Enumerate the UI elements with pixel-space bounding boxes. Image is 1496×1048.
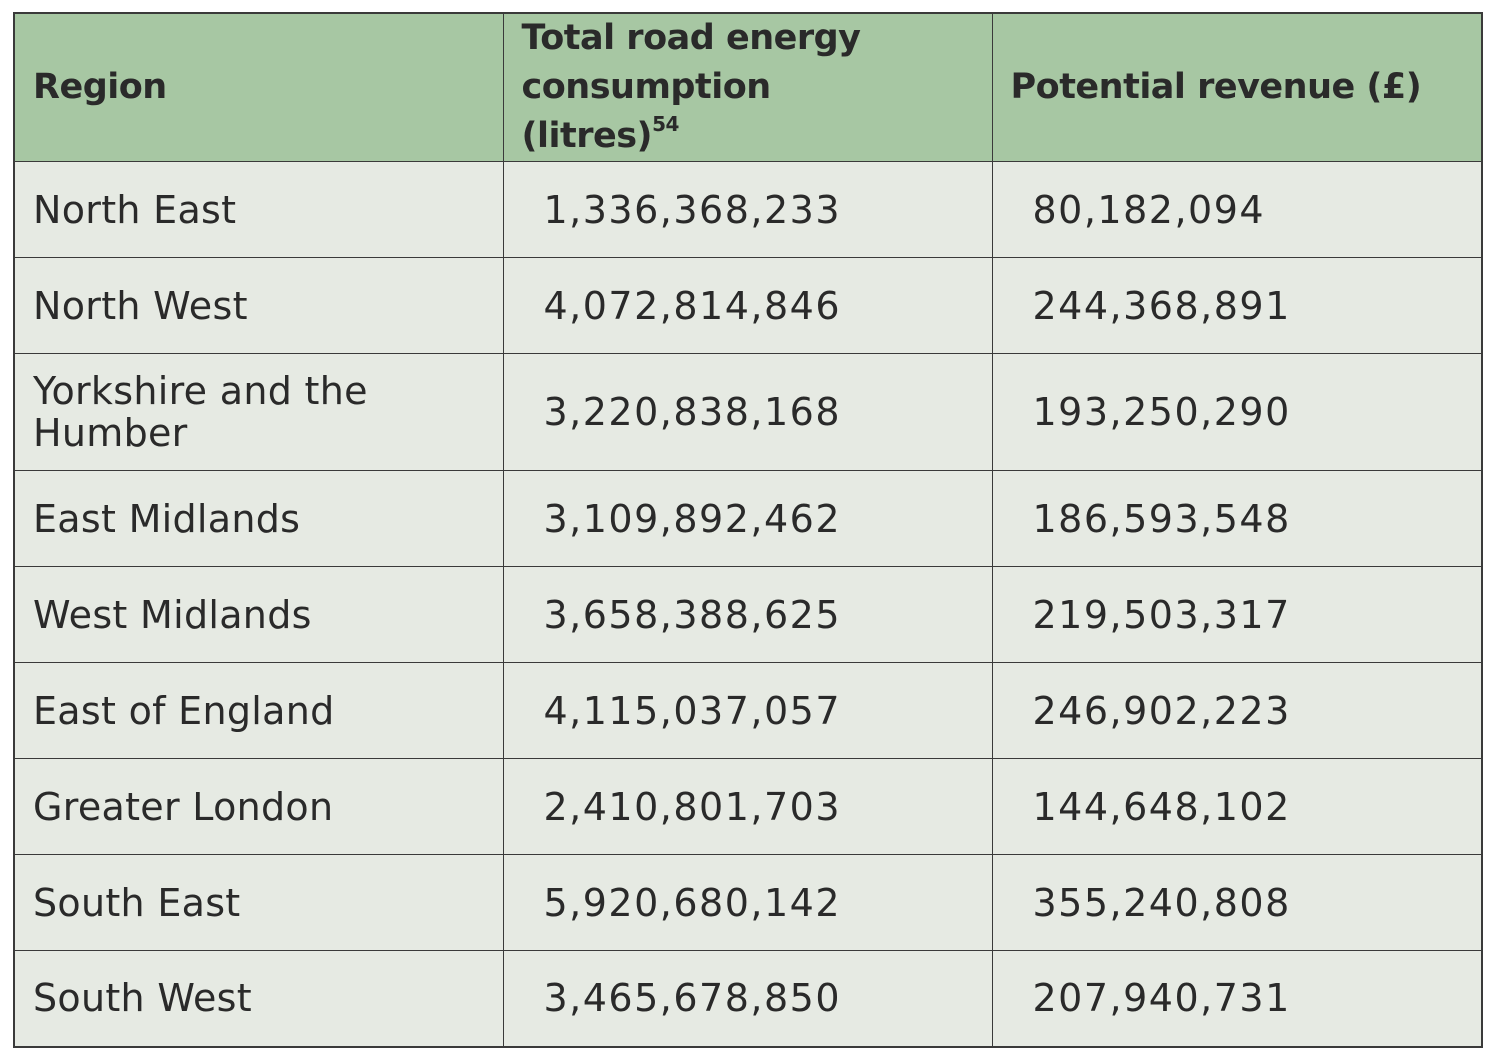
table-header: Region Total road energy consumption (li… (13, 12, 1483, 162)
cell-revenue: 144,648,102 (991, 758, 1483, 855)
header-region: Region (13, 12, 504, 162)
regional-revenue-table: Region Total road energy consumption (li… (13, 12, 1483, 1048)
cell-consumption: 2,410,801,703 (502, 758, 993, 855)
cell-revenue: 355,240,808 (991, 854, 1483, 951)
table-row: East Midlands 3,109,892,462 186,593,548 (13, 470, 1483, 567)
cell-consumption: 1,336,368,233 (502, 161, 993, 258)
cell-region: South East (13, 854, 504, 951)
cell-revenue: 244,368,891 (991, 257, 1483, 354)
cell-consumption: 5,920,680,142 (502, 854, 993, 951)
header-revenue: Potential revenue (£) (991, 12, 1483, 162)
cell-consumption: 4,072,814,846 (502, 257, 993, 354)
table-row: Yorkshire and the Humber 3,220,838,168 1… (13, 353, 1483, 471)
cell-revenue: 219,503,317 (991, 566, 1483, 663)
table-row: South West 3,465,678,850 207,940,731 (13, 950, 1483, 1047)
table-row: East of England 4,115,037,057 246,902,22… (13, 662, 1483, 759)
cell-consumption: 4,115,037,057 (502, 662, 993, 759)
cell-consumption: 3,109,892,462 (502, 470, 993, 567)
cell-region-text: Yorkshire and the Humber (33, 369, 368, 455)
cell-revenue: 193,250,290 (991, 353, 1483, 471)
cell-region: Greater London (13, 758, 504, 855)
table-row: North East 1,336,368,233 80,182,094 (13, 161, 1483, 258)
cell-region: West Midlands (13, 566, 504, 663)
table-body: North East 1,336,368,233 80,182,094 Nort… (13, 161, 1483, 1047)
footnote-reference: 54 (652, 112, 679, 136)
cell-revenue: 246,902,223 (991, 662, 1483, 759)
cell-revenue: 80,182,094 (991, 161, 1483, 258)
cell-region: South West (13, 950, 504, 1047)
cell-region: North East (13, 161, 504, 258)
cell-consumption: 3,658,388,625 (502, 566, 993, 663)
header-consumption: Total road energy consumption (litres)54 (502, 12, 993, 162)
table-row: South East 5,920,680,142 355,240,808 (13, 854, 1483, 951)
cell-region: North West (13, 257, 504, 354)
header-revenue-label: Potential revenue (£) (1010, 67, 1422, 107)
cell-region: Yorkshire and the Humber (13, 353, 504, 471)
cell-consumption: 3,465,678,850 (502, 950, 993, 1047)
cell-region: East of England (13, 662, 504, 759)
table-row: North West 4,072,814,846 244,368,891 (13, 257, 1483, 354)
header-region-label: Region (33, 67, 167, 107)
cell-revenue: 186,593,548 (991, 470, 1483, 567)
cell-consumption: 3,220,838,168 (502, 353, 993, 471)
table-row: West Midlands 3,658,388,625 219,503,317 (13, 566, 1483, 663)
table-row: Greater London 2,410,801,703 144,648,102 (13, 758, 1483, 855)
header-consumption-label: Total road energy consumption (litres) (521, 18, 862, 156)
cell-region: East Midlands (13, 470, 504, 567)
cell-revenue: 207,940,731 (991, 950, 1483, 1047)
header-row: Region Total road energy consumption (li… (13, 12, 1483, 162)
